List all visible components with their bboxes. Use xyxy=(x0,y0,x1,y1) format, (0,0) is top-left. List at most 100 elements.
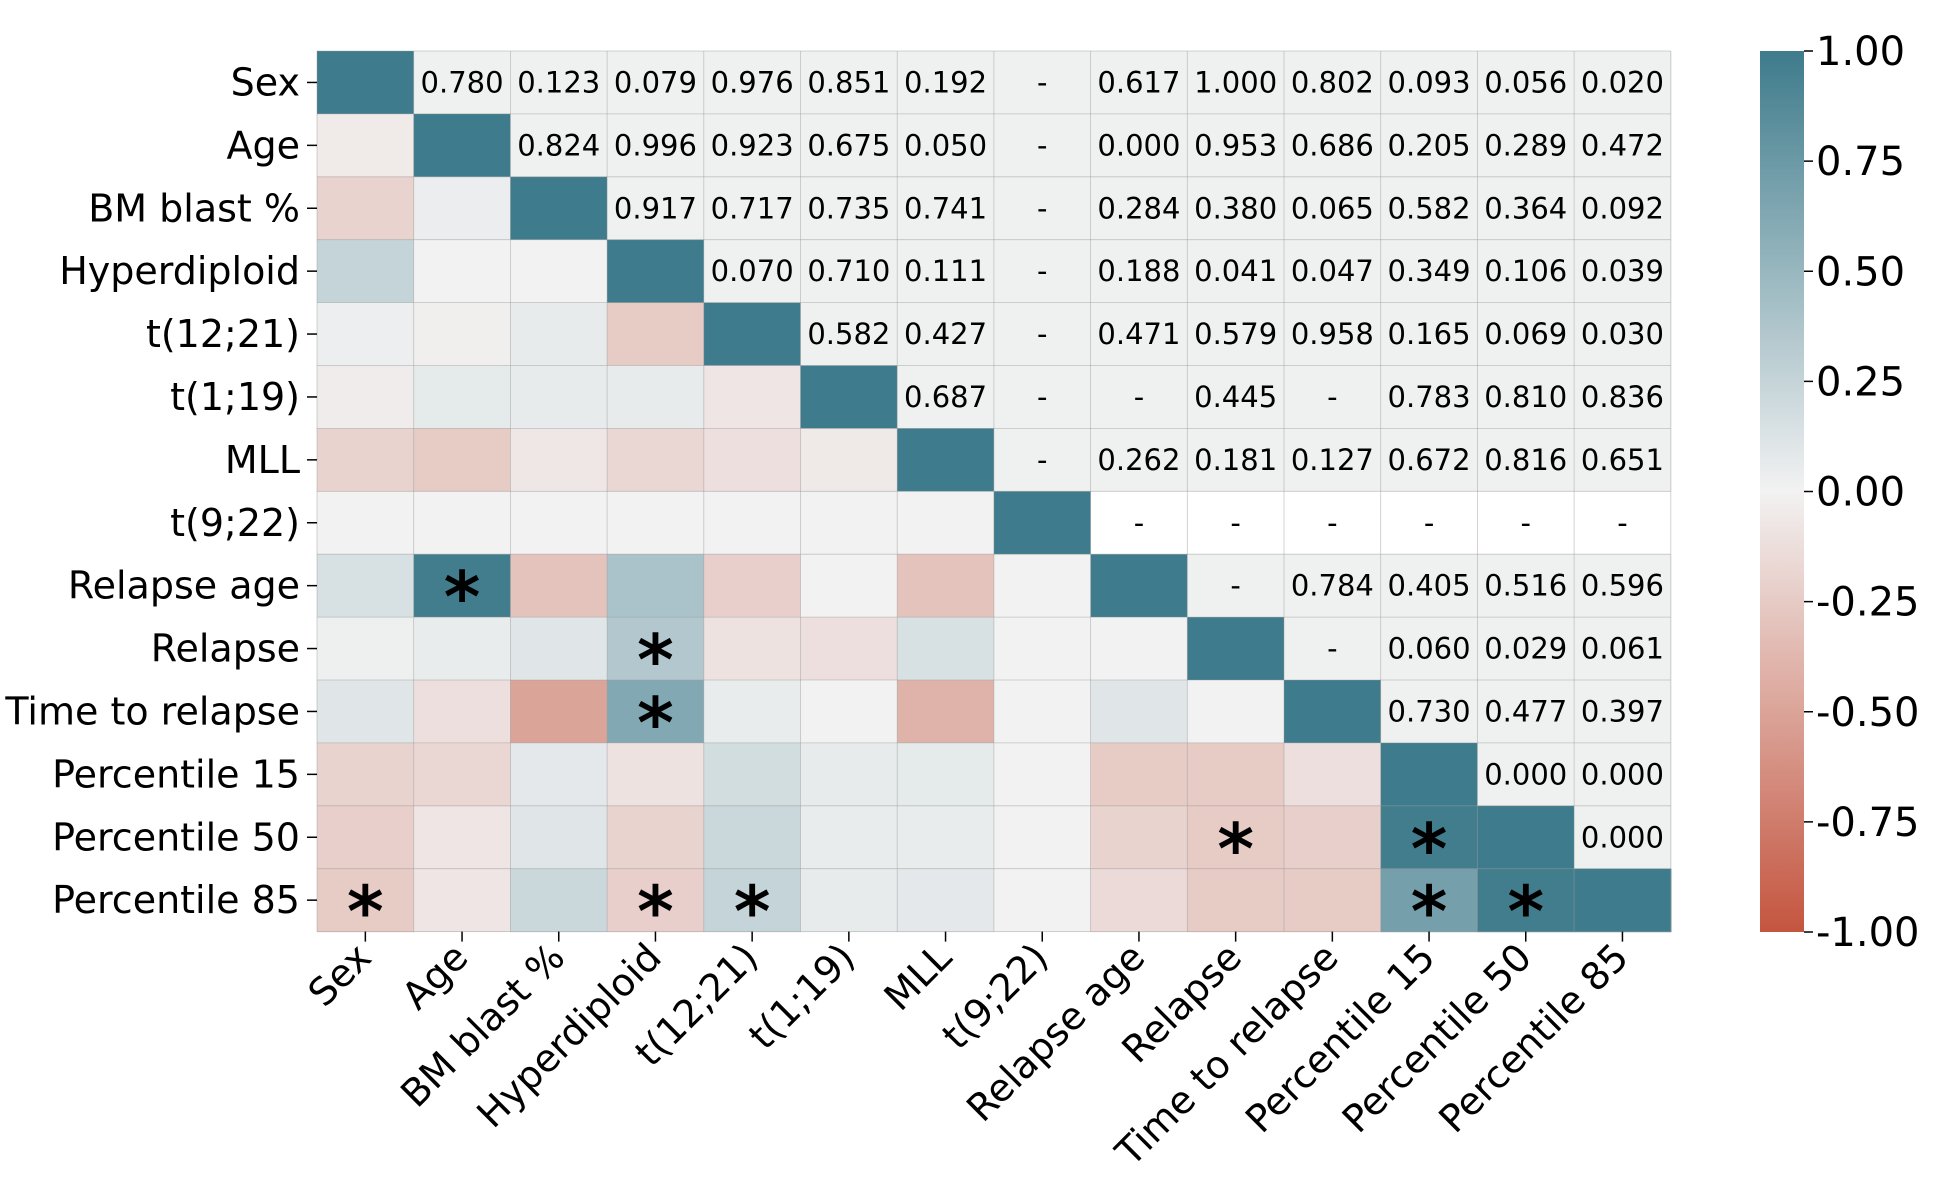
p-value-r1-c9: 0.953 xyxy=(1194,128,1277,162)
cell-r3-c2 xyxy=(510,239,608,304)
cell-r1-c5 xyxy=(800,113,898,178)
cell-r7-c9 xyxy=(1187,491,1285,555)
cell-r1-c10 xyxy=(1284,113,1382,178)
cell-r12-c6 xyxy=(897,805,995,870)
cell-r13-c0 xyxy=(317,868,415,933)
p-value-r1-c12: 0.289 xyxy=(1484,128,1567,162)
p-value-r5-c12: 0.810 xyxy=(1484,380,1567,414)
colorbar-label-1-00: 1.00 xyxy=(1816,29,1905,75)
cell-r8-c10 xyxy=(1284,554,1382,618)
cell-r5-c10 xyxy=(1284,365,1382,429)
cell-r3-c8 xyxy=(1090,239,1188,304)
p-value-r9-c12: 0.029 xyxy=(1484,632,1567,666)
cell-r13-c1 xyxy=(413,868,511,933)
cell-r4-c12 xyxy=(1477,302,1575,367)
y-axis-labels: Sex Age BM blast % Hyperdiploid t(12;21) t(1;… xyxy=(4,60,317,922)
cell-r2-c12 xyxy=(1477,176,1575,241)
cell-r6-c10 xyxy=(1284,428,1382,492)
cell-r1-c2 xyxy=(510,113,608,178)
cell-r10-c13 xyxy=(1574,680,1672,744)
cell-r13-c12 xyxy=(1477,868,1575,933)
p-value-r4-c11: 0.165 xyxy=(1388,317,1471,351)
p-value-r6-c7: - xyxy=(1037,443,1047,477)
cell-r7-c12 xyxy=(1477,491,1575,555)
p-value-r9-c13: 0.061 xyxy=(1581,632,1664,666)
cell-r7-c7 xyxy=(993,491,1092,555)
p-value-r12-c13: 0.000 xyxy=(1581,820,1664,854)
cell-r7-c6 xyxy=(897,491,995,555)
p-value-r7-c13: - xyxy=(1617,506,1627,540)
p-value-r0-c10: 0.802 xyxy=(1291,65,1374,99)
cell-r10-c11 xyxy=(1380,680,1478,744)
cell-r8-c8 xyxy=(1090,554,1188,618)
cell-r12-c10 xyxy=(1284,805,1382,870)
cell-r2-c2 xyxy=(510,176,608,241)
cell-r2-c7 xyxy=(993,176,1092,241)
cell-r10-c9 xyxy=(1187,680,1285,744)
p-value-annotations: 0.780 0.123 0.079 0.976 0.851 0.192 - 0.617 1.00… xyxy=(421,65,1664,854)
cell-r10-c12 xyxy=(1477,680,1575,744)
y-label-percentile-50: Percentile 50 xyxy=(52,815,300,859)
cell-r1-c7 xyxy=(993,113,1092,178)
cell-r4-c1 xyxy=(413,302,511,367)
cell-r11-c7 xyxy=(993,742,1092,807)
p-value-r1-c13: 0.472 xyxy=(1581,128,1664,162)
cell-r4-c8 xyxy=(1090,302,1188,367)
cell-r12-c12 xyxy=(1477,805,1575,870)
p-value-r4-c10: 0.958 xyxy=(1291,317,1374,351)
p-value-r2-c5: 0.735 xyxy=(807,191,890,225)
p-value-r11-c13: 0.000 xyxy=(1581,757,1664,791)
significance-star-r10-c3: * xyxy=(637,682,674,764)
cell-r6-c3 xyxy=(607,428,705,492)
cell-r1-c1 xyxy=(413,113,511,178)
p-value-r2-c6: 0.741 xyxy=(904,191,987,225)
colorbar-label-0-50: -0.50 xyxy=(1816,690,1920,736)
cell-r3-c0 xyxy=(317,239,415,304)
cell-r3-c7 xyxy=(993,239,1092,304)
cell-r5-c2 xyxy=(510,365,608,429)
cell-r8-c4 xyxy=(703,554,802,618)
cell-r12-c11 xyxy=(1380,805,1478,870)
cell-r2-c4 xyxy=(703,176,802,241)
cell-r11-c3 xyxy=(607,742,705,807)
cell-r10-c10 xyxy=(1284,680,1382,744)
cell-r0-c6 xyxy=(897,51,995,115)
p-value-r2-c4: 0.717 xyxy=(711,191,794,225)
p-value-r11-c12: 0.000 xyxy=(1484,757,1567,791)
p-value-r3-c6: 0.111 xyxy=(904,254,987,288)
cell-r1-c12 xyxy=(1477,113,1575,178)
cell-r4-c13 xyxy=(1574,302,1672,367)
cell-r13-c8 xyxy=(1090,868,1188,933)
cell-r5-c13 xyxy=(1574,365,1672,429)
y-label-t-9-22: t(9;22) xyxy=(170,501,300,545)
cell-r8-c9 xyxy=(1187,554,1285,618)
cell-r9-c9 xyxy=(1187,617,1285,681)
cell-r2-c1 xyxy=(413,176,511,241)
cell-r8-c3 xyxy=(607,554,705,618)
p-value-r7-c8: - xyxy=(1134,506,1144,540)
y-label-hyperdiploid: Hyperdiploid xyxy=(59,249,300,293)
p-value-r1-c8: 0.000 xyxy=(1097,128,1180,162)
cell-r5-c4 xyxy=(703,365,802,429)
cell-r12-c7 xyxy=(993,805,1092,870)
p-value-r3-c13: 0.039 xyxy=(1581,254,1664,288)
cell-r10-c1 xyxy=(413,680,511,744)
cell-r1-c11 xyxy=(1380,113,1478,178)
significance-star-r9-c3: * xyxy=(637,620,674,702)
y-label-t-12-21: t(12;21) xyxy=(146,312,300,356)
p-value-r3-c10: 0.047 xyxy=(1291,254,1374,288)
cell-r7-c10 xyxy=(1284,491,1382,555)
cell-r1-c8 xyxy=(1090,113,1188,178)
p-value-r6-c10: 0.127 xyxy=(1291,443,1374,477)
p-value-r5-c8: - xyxy=(1134,380,1144,414)
p-value-r1-c5: 0.675 xyxy=(807,128,890,162)
cell-r11-c2 xyxy=(510,742,608,807)
cell-r3-c11 xyxy=(1380,239,1478,304)
p-value-r6-c13: 0.651 xyxy=(1581,443,1664,477)
cell-r3-c12 xyxy=(1477,239,1575,304)
p-value-r0-c8: 0.617 xyxy=(1097,65,1180,99)
p-value-r5-c10: - xyxy=(1327,380,1337,414)
cell-r13-c10 xyxy=(1284,868,1382,933)
